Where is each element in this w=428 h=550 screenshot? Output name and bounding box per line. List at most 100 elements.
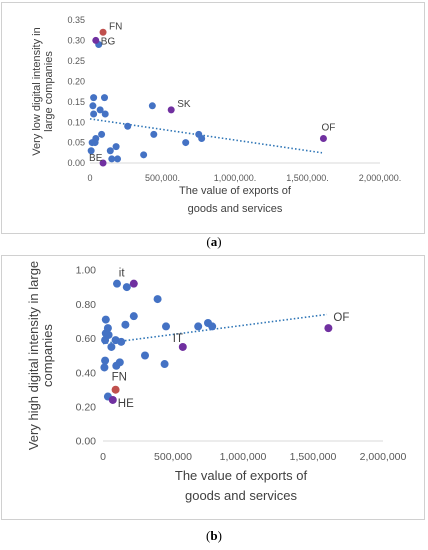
- caption-a-letter: a: [210, 234, 218, 249]
- x-tick-label: 500,000: [154, 451, 192, 463]
- y-tick-label: 0.00: [67, 158, 85, 168]
- data-point: [124, 122, 132, 130]
- data-point: [129, 312, 138, 321]
- x-tick-label: 2,000,000: [360, 451, 407, 463]
- data-point: [108, 395, 117, 404]
- x-tick-label: 1,000,000: [220, 451, 267, 463]
- y-tick-label: 0.00: [76, 436, 97, 448]
- trendline: [89, 118, 323, 154]
- data-point: [150, 130, 158, 138]
- y-tick-label: 0.25: [67, 56, 85, 66]
- data-point: [100, 363, 109, 372]
- data-point: [107, 342, 116, 351]
- data-point: [117, 337, 126, 346]
- x-axis-title: goods and services: [188, 203, 283, 215]
- y-tick-label: 0.60: [76, 333, 97, 345]
- data-point: [122, 283, 131, 292]
- caption-b-letter: b: [210, 528, 218, 543]
- chart-frame-b: [1, 255, 425, 520]
- point-label: it: [119, 268, 126, 280]
- data-point: [103, 324, 112, 333]
- y-tick-label: 0.05: [67, 138, 85, 148]
- x-tick-label: 2,000,000.: [359, 173, 402, 183]
- data-point: [324, 324, 333, 333]
- data-point: [89, 102, 97, 110]
- y-axis-title: Very low digital intensity in: [31, 27, 43, 155]
- data-point: [167, 106, 175, 114]
- y-tick-label: 0.10: [67, 117, 85, 127]
- y-axis-title: companies: [40, 324, 55, 387]
- scatter-chart-b: 0.00 0.20 0.40 0.60 0.80 1.00 0 500,000 1,000,00…: [26, 261, 407, 503]
- data-point: [178, 342, 187, 351]
- data-point: [92, 36, 100, 44]
- x-tick-label: 0: [87, 173, 92, 183]
- scatter-chart-a: 0.00 0.05 0.10 0.15 0.20 0.25 0.30 0.35 0 500,000…: [31, 15, 402, 215]
- x-axis-title: goods and services: [185, 488, 298, 503]
- chart-panel-a: 0.00 0.05 0.10 0.15 0.20 0.25 0.30 0.35 0 500,000…: [0, 0, 428, 255]
- data-point: [96, 106, 104, 114]
- data-point: [129, 279, 138, 288]
- y-axis-title: large companies: [43, 51, 55, 132]
- data-point: [208, 322, 217, 331]
- data-point: [148, 102, 156, 110]
- data-point: [99, 28, 107, 36]
- y-tick-label: 0.80: [76, 299, 97, 311]
- data-point: [113, 279, 121, 288]
- x-tick-label: 0: [100, 451, 106, 463]
- chart-frame-a: [1, 2, 425, 234]
- x-tick-label: 500,000.: [145, 173, 180, 183]
- point-label: FN: [109, 21, 122, 32]
- data-point: [182, 139, 190, 147]
- data-point: [92, 134, 100, 142]
- y-tick-label: 0.35: [67, 15, 85, 25]
- data-point: [90, 94, 98, 102]
- chart-panel-b: 0.00 0.20 0.40 0.60 0.80 1.00 0 500,000 1,000,00…: [0, 255, 428, 550]
- data-point: [98, 130, 106, 138]
- data-point: [114, 155, 122, 163]
- data-point: [106, 147, 114, 155]
- y-tick-label: 0.20: [76, 401, 97, 413]
- y-tick-label: 0.30: [67, 36, 85, 46]
- point-label: IT: [173, 333, 183, 345]
- point-label: BE: [89, 153, 103, 164]
- y-tick-label: 0.15: [67, 97, 85, 107]
- data-point: [111, 385, 120, 394]
- data-point: [104, 330, 113, 339]
- data-point: [90, 110, 98, 118]
- data-point: [101, 94, 108, 102]
- trendline: [102, 313, 328, 345]
- x-axis-title: The value of exports of: [179, 185, 292, 197]
- data-point: [115, 358, 124, 367]
- x-tick-label: 1,500,000: [290, 451, 337, 463]
- point-label: BG: [101, 36, 116, 47]
- data-point: [198, 134, 206, 142]
- caption-b: (b): [206, 528, 222, 543]
- x-axis-title: The value of exports of: [175, 468, 308, 483]
- x-tick-label: 1,000,000.: [214, 173, 257, 183]
- data-point: [140, 151, 148, 159]
- y-tick-label: 0.20: [67, 76, 85, 86]
- data-point: [112, 143, 120, 151]
- caption-a: (a): [206, 234, 222, 249]
- x-tick-label: 1,500,000.: [286, 173, 329, 183]
- y-tick-label: 1.00: [76, 265, 97, 277]
- point-label: HE: [118, 398, 134, 410]
- data-point: [319, 134, 327, 142]
- y-axis-title: Very high digital intensity in large: [26, 261, 41, 450]
- data-point: [99, 159, 107, 167]
- data-point: [108, 155, 116, 163]
- data-point: [141, 351, 149, 360]
- data-point: [160, 360, 169, 369]
- y-tick-label: 0.40: [76, 367, 97, 379]
- point-label: OF: [333, 312, 349, 324]
- data-point: [194, 322, 203, 331]
- point-label: OF: [321, 122, 335, 133]
- data-point: [121, 320, 130, 329]
- data-point: [162, 322, 170, 331]
- data-point: [101, 356, 110, 365]
- data-point: [101, 110, 109, 118]
- data-point: [101, 315, 110, 324]
- data-point: [87, 147, 95, 155]
- data-point: [153, 295, 162, 304]
- point-label: FN: [112, 372, 127, 384]
